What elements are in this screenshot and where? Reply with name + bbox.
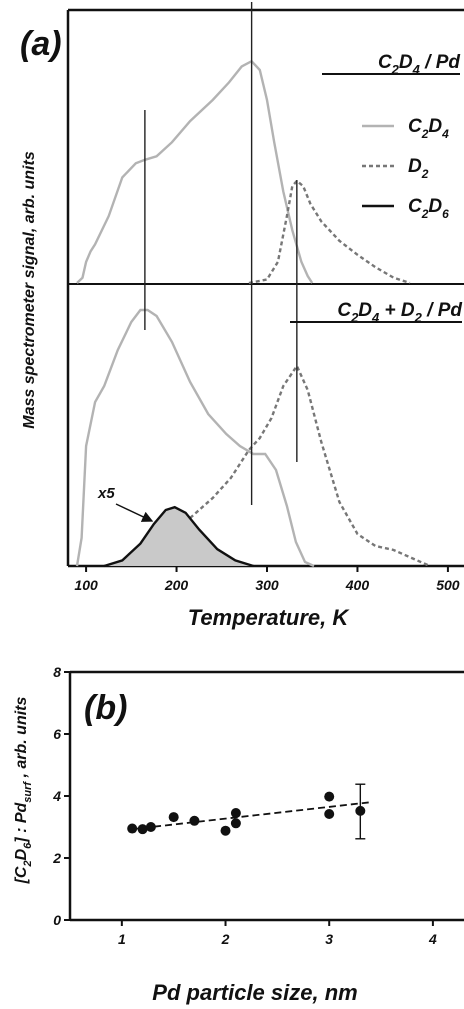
panel-a: 100 200 300 400 500 Temperature, K Mass spectr…: [20, 2, 464, 630]
x-tick-label: 400: [345, 577, 370, 593]
y-tick-label: 6: [53, 726, 61, 742]
subpanel-title-bottom-part: 2: [350, 310, 359, 325]
legend-label-part: 6: [442, 207, 449, 221]
subpanel-title-bottom: C2D4 + D2 / Pd: [337, 300, 462, 325]
top-series-d2-line: [248, 179, 411, 285]
subpanel-title-bottom-part: C: [337, 300, 351, 321]
data-point: [324, 808, 335, 819]
subpanel-title-bottom-part: 2: [414, 310, 423, 325]
top-series-c2d4-line: [76, 59, 314, 284]
x-tick-label: 1: [118, 931, 126, 947]
legend-label-part: D: [428, 116, 442, 137]
x-tick-label: 2: [221, 931, 230, 947]
x-tick-label: 500: [436, 577, 460, 593]
subpanel-title-bottom-part: 4: [371, 310, 380, 325]
data-point: [230, 818, 241, 829]
panel-label-b: (b): [84, 689, 127, 727]
data-point: [230, 808, 241, 819]
y-axis-label-part: [C: [13, 866, 30, 884]
y-axis-label-part: surf: [22, 781, 34, 803]
legend-label-part: D: [408, 156, 422, 177]
y-tick-label: 8: [53, 664, 61, 680]
subpanel-title-top-part: D: [399, 52, 413, 73]
data-point: [355, 805, 366, 816]
bottom-series-d2-line: [189, 363, 431, 568]
legend-label-part: 2: [421, 167, 429, 181]
y-axis-label-part: 2: [22, 860, 34, 867]
legend-label-part: C: [408, 116, 422, 137]
subpanel-title-bottom-part: D: [358, 300, 372, 321]
legend-label-d2: D2: [408, 156, 429, 181]
data-point: [220, 825, 231, 836]
y-axis-label: Mass spectrometer signal, arb. units: [21, 151, 38, 429]
legend-label-part: 2: [421, 127, 429, 141]
data-point: [189, 815, 200, 826]
legend-label-part: D: [428, 196, 442, 217]
x-tick-label: 100: [74, 577, 98, 593]
c2d6-scale-label: x5: [97, 485, 115, 502]
subpanel-title-top-part: 2: [391, 62, 400, 77]
y-tick-label: 2: [52, 850, 61, 866]
legend-label-c2d6: C2D6: [408, 196, 449, 221]
y-axis-label: [C2D6] : Pdsurf , arb. units: [13, 696, 34, 884]
data-point: [145, 822, 156, 832]
y-axis-label-part: D: [13, 848, 30, 860]
subpanel-title-top: C2D4 / Pd: [378, 52, 460, 77]
x-axis-label: Pd particle size, nm: [152, 980, 357, 1005]
y-axis-label-part: ] : Pd: [13, 801, 30, 844]
subpanel-title-top-part: / Pd: [420, 52, 461, 73]
data-point: [168, 812, 179, 823]
subpanel-title-top-part: 4: [412, 62, 421, 77]
y-tick-label: 4: [52, 788, 61, 804]
subpanel-title-bottom-part: + D: [379, 300, 415, 321]
subpanel-title-top-part: C: [378, 52, 392, 73]
x-tick-label: 4: [428, 931, 437, 947]
data-point: [324, 791, 335, 802]
fit-line: [132, 801, 371, 831]
x-axis-label: Temperature, K: [188, 605, 351, 630]
y-axis-label-part: 6: [22, 842, 34, 849]
bottom-series-c2d4-line: [75, 308, 315, 568]
bottom-series-c2d6-line: [103, 505, 254, 568]
subpanel-title-bottom-part: / Pd: [422, 300, 463, 321]
data-point: [127, 823, 138, 834]
legend-label-part: 4: [441, 127, 449, 141]
legend-label-part: C: [408, 196, 422, 217]
scale-arrow: [115, 503, 154, 522]
x-tick-label: 300: [255, 577, 279, 593]
data-point: [137, 824, 148, 835]
y-axis-label-part: , arb. units: [13, 696, 30, 781]
x-tick-label: 3: [325, 931, 333, 947]
legend-label-c2d4: C2D4: [408, 116, 449, 141]
x-tick-label: 200: [164, 577, 189, 593]
panel-label-a: (a): [20, 25, 62, 63]
y-tick-label: 0: [53, 912, 61, 928]
c2d6-area-fill: [104, 507, 254, 566]
legend-label-part: 2: [421, 207, 429, 221]
